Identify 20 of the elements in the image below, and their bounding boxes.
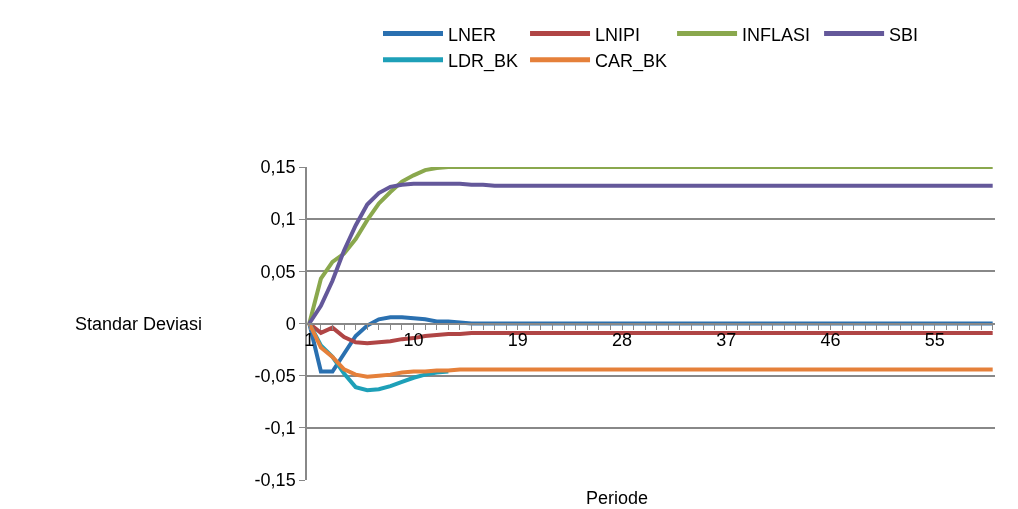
y-tick-label: 0,15 bbox=[260, 157, 296, 178]
legend-label: CAR_BK bbox=[595, 50, 668, 72]
legend-label: LNER bbox=[448, 24, 497, 45]
y-tick-label: 0 bbox=[285, 313, 296, 334]
legend-label: INFLASI bbox=[742, 24, 811, 45]
legend-label: SBI bbox=[889, 24, 919, 45]
y-tick-label: -0,1 bbox=[264, 418, 296, 439]
x-axis-title: Periode bbox=[586, 488, 649, 508]
x-tick-label: 28 bbox=[612, 329, 633, 350]
legend-label: LNIPI bbox=[595, 24, 641, 45]
y-tick-label: 0,05 bbox=[260, 261, 296, 282]
x-tick-label: 55 bbox=[924, 329, 945, 350]
legend-label: LDR_BK bbox=[448, 50, 519, 72]
y-axis-title: Standar Deviasi bbox=[75, 314, 203, 334]
x-tick-label: 19 bbox=[507, 329, 528, 350]
x-tick-label: 37 bbox=[716, 329, 737, 350]
y-tick-label: -0,15 bbox=[254, 470, 296, 491]
y-tick-label: 0,1 bbox=[270, 209, 296, 230]
y-tick-label: -0,05 bbox=[254, 365, 296, 386]
x-tick-label: 46 bbox=[820, 329, 841, 350]
